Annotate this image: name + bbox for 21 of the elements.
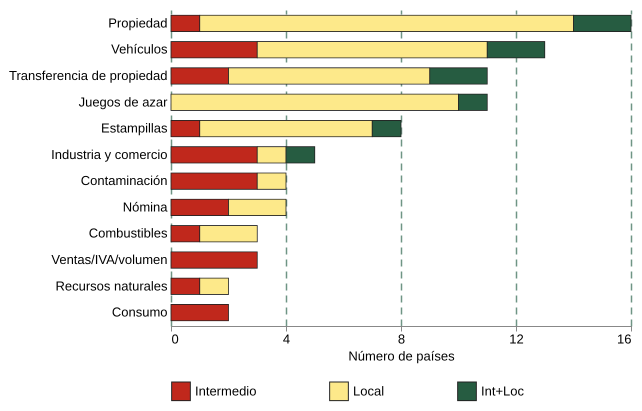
x-tick-label: 0 — [172, 332, 179, 346]
x-tick-label: 12 — [509, 332, 524, 346]
x-axis-title: Número de países — [348, 348, 456, 364]
legend-label: Local — [353, 383, 384, 398]
y-tick-label: Consumo — [112, 304, 168, 320]
y-tick-label: Vehículos — [111, 42, 168, 57]
x-tick-label: 8 — [398, 332, 406, 346]
legend-label: Int+Loc — [481, 383, 525, 398]
y-tick-label: Nómina — [122, 199, 168, 214]
y-tick-label: Ventas/IVA/volumen — [51, 252, 168, 268]
y-tick-label: Estampillas — [101, 120, 168, 136]
y-tick-label: Propiedad — [108, 15, 168, 30]
y-tick-label: Transferencia de propiedad — [8, 68, 168, 83]
legend-label: Intermedio — [195, 383, 256, 398]
y-tick-label: Combustibles — [88, 226, 168, 241]
y-tick-label: Contaminación — [80, 173, 168, 188]
y-tick-label: Juegos de azar — [78, 94, 168, 110]
y-tick-label: Industria y comercio — [51, 146, 168, 162]
y-tick-label: Recursos naturales — [56, 278, 168, 294]
x-tick-label: 16 — [617, 332, 632, 346]
x-tick-label: 4 — [282, 332, 290, 346]
